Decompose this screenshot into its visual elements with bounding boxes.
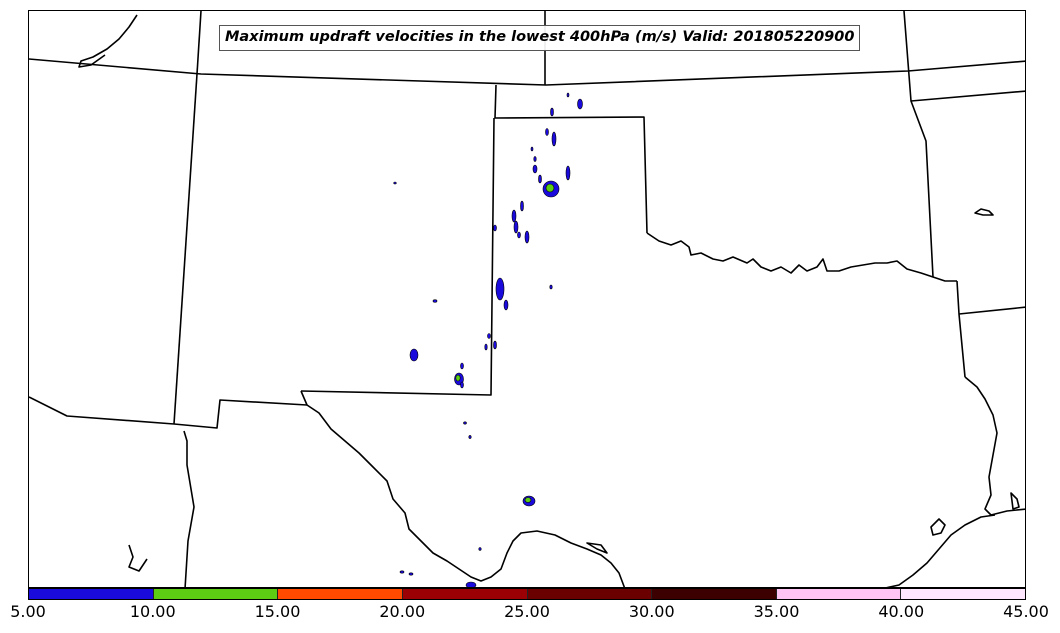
colorbar-segment	[776, 589, 902, 599]
colorbar-tick-label: 25.00	[504, 602, 550, 621]
colorbar-tick-label: 40.00	[878, 602, 925, 621]
state-border-nm-south	[173, 399, 308, 429]
map-title: Maximum updraft velocities in the lowest…	[219, 25, 861, 51]
coast-feature-5	[586, 542, 608, 554]
colorbar-tick-label: 15.00	[254, 602, 301, 621]
coast-feature-1	[974, 208, 994, 216]
texas-coast	[886, 514, 996, 587]
colorbar-tick-label: 10.00	[129, 602, 176, 621]
gulf-coast	[964, 376, 1025, 516]
colorbar	[28, 588, 1026, 600]
colorbar-segment	[652, 589, 777, 599]
state-border-az	[29, 396, 175, 425]
updraft-contours	[393, 92, 583, 587]
colorbar-segment	[153, 589, 279, 599]
colorbar-labels: 5.00 10.00 15.00 20.00 25.00 30.00 35.00 40.00 4…	[0, 600, 1060, 630]
colorbar-tick-label: 5.00	[10, 602, 46, 621]
state-border-ok-east	[910, 100, 934, 278]
colorbar-segment	[901, 589, 1025, 599]
colorbar-segment	[29, 589, 154, 599]
state-border-nm-tx	[300, 117, 495, 396]
state-border-nm-west	[173, 73, 198, 425]
state-border-az-nm	[183, 430, 195, 587]
state-border-north	[29, 58, 1025, 86]
colorbar-segment	[527, 589, 653, 599]
rio-grande	[300, 390, 626, 587]
state-border-co-nm	[196, 11, 202, 75]
colorbar-segment	[278, 589, 403, 599]
colorbar-tick-label: 30.00	[628, 602, 675, 621]
lake-north	[78, 14, 138, 68]
state-border-ar	[958, 306, 1025, 315]
colorbar-tick-label: 35.00	[753, 602, 800, 621]
colorbar-tick-label: 20.00	[379, 602, 426, 621]
map-canvas	[29, 11, 1025, 587]
state-border-tx-east	[956, 280, 966, 378]
colorbar-segment	[402, 589, 528, 599]
state-border-ok-panhandle	[494, 84, 648, 234]
map-panel: Maximum updraft velocities in the lowest…	[28, 10, 1026, 588]
colorbar-tick-label: 45.00	[1003, 602, 1049, 621]
state-border-east1	[903, 11, 1025, 102]
red-river	[646, 232, 957, 282]
coast-feature-2	[1010, 492, 1020, 510]
coast-feature-4	[128, 544, 148, 572]
coast-feature-3	[930, 518, 946, 536]
